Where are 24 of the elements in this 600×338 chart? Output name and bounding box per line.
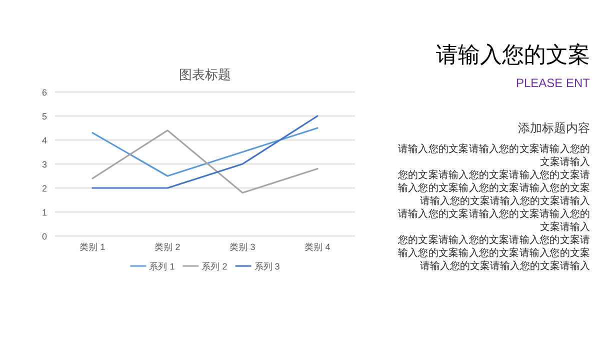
y-tick-label: 2 <box>42 184 47 194</box>
y-tick-label: 6 <box>42 88 47 98</box>
x-tick-label: 类别 2 <box>154 242 180 252</box>
y-tick-label: 5 <box>42 112 47 122</box>
line-series <box>92 130 318 194</box>
legend-label: 系列 2 <box>202 262 228 272</box>
text: 您的文案请输入您的文案请输入您的文案请输入您的文案输入您的文案请输入您的文案请输入您的文案请输入您的文案请输入 <box>398 169 590 208</box>
x-tick-label: 类别 1 <box>80 242 106 252</box>
legend-label: 系列 3 <box>254 262 280 272</box>
text: 您的文案请输入您的文案请输入您的文案请输入您的文案输入您的文案请输入您的文案请输入您的文案请输入您的文案请输入 <box>398 234 590 273</box>
text: PLEASE ENT <box>514 76 590 90</box>
x-tick-label: 类别 4 <box>304 242 330 252</box>
text: 请输入您的文案请输入您的文案请输入您的文案请输入 <box>398 143 590 169</box>
y-tick-label: 4 <box>42 136 47 146</box>
x-tick-label: 类别 3 <box>230 242 256 252</box>
y-tick-label: 1 <box>42 208 47 218</box>
text: 请输入您的文案 <box>435 41 590 69</box>
legend-label: 系列 1 <box>149 262 175 272</box>
line-series <box>92 127 318 177</box>
y-tick-label: 3 <box>42 160 47 170</box>
text: 请输入您的文案请输入您的文案请输入您的文案请输入 <box>398 208 590 234</box>
text: 添加标题内容 <box>517 120 590 137</box>
y-tick-label: 0 <box>42 232 47 242</box>
chart-title: 图表标题 <box>179 67 231 82</box>
